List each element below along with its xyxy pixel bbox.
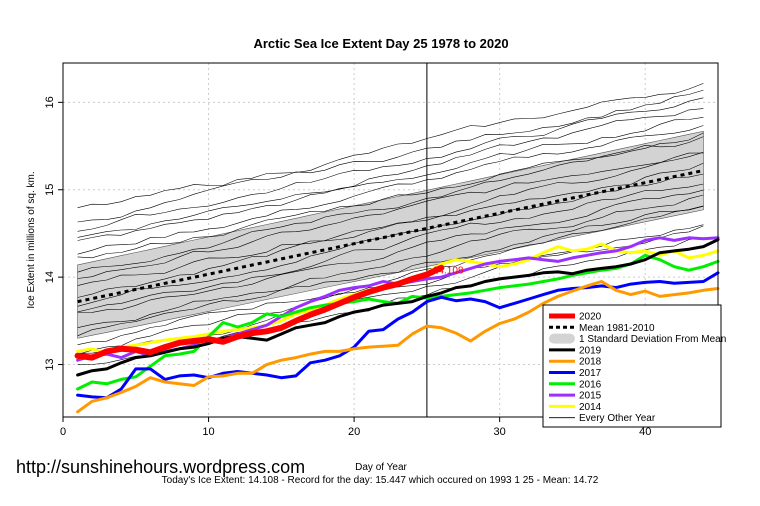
- legend-label: 1 Standard Deviation From Mean: [579, 334, 726, 345]
- other-year-line: [77, 194, 704, 328]
- other-year-line: [77, 108, 704, 238]
- series-line-2020: [74, 264, 445, 361]
- y-tick-label: 16: [44, 96, 56, 108]
- legend-label: 2016: [579, 379, 602, 390]
- x-tick-label: 30: [494, 426, 506, 438]
- other-year-line: [77, 205, 704, 345]
- watermark: http://sunshinehours.wordpress.com: [16, 457, 306, 477]
- other-year-line: [77, 117, 704, 241]
- legend-label: Every Other Year: [579, 413, 656, 424]
- legend-label: 2018: [579, 357, 602, 368]
- x-tick-label: 40: [639, 426, 651, 438]
- y-tick-label: 15: [44, 184, 56, 196]
- series-line-2018: [76, 280, 720, 414]
- chart-title: Arctic Sea Ice Extent Day 25 1978 to 202…: [253, 36, 508, 51]
- other-year-line: [77, 173, 704, 307]
- y-tick-label: 13: [44, 358, 56, 370]
- other-year-line: [77, 205, 704, 337]
- other-year-line: [77, 162, 704, 298]
- legend-label: 2014: [579, 402, 602, 413]
- x-tick-label: 0: [60, 426, 66, 438]
- other-year-line: [77, 83, 704, 208]
- other-year-line: [77, 89, 704, 223]
- x-axis-label: Day of Year: [355, 462, 407, 473]
- legend-label: 2019: [579, 345, 602, 356]
- series-line-2019: [76, 238, 720, 377]
- y-axis-label: Ice Extent in millions of sq. km.: [26, 171, 37, 308]
- other-year-line: [77, 183, 704, 313]
- x-tick-label: 10: [202, 426, 214, 438]
- chart-footer: Today's Ice Extent: 14.108 - Record for …: [161, 475, 599, 486]
- other-year-line: [77, 97, 704, 232]
- legend-label: 2020: [579, 312, 602, 323]
- other-year-line: [77, 132, 704, 259]
- legend-label: Mean 1981-2010: [579, 323, 655, 334]
- legend-label: 2015: [579, 391, 602, 402]
- x-tick-label: 20: [348, 426, 360, 438]
- legend-label: 2017: [579, 368, 602, 379]
- mean-line: [77, 169, 704, 304]
- current-value-annotation: 14.108: [433, 266, 464, 277]
- other-year-line: [77, 151, 704, 279]
- plot-frame: [62, 62, 719, 418]
- y-tick-label: 14: [44, 271, 56, 283]
- other-year-line: [77, 125, 704, 255]
- legend-swatch: [549, 333, 575, 344]
- other-year-line: [77, 152, 704, 286]
- std-dev-band: [77, 130, 704, 339]
- other-year-line: [77, 189, 704, 313]
